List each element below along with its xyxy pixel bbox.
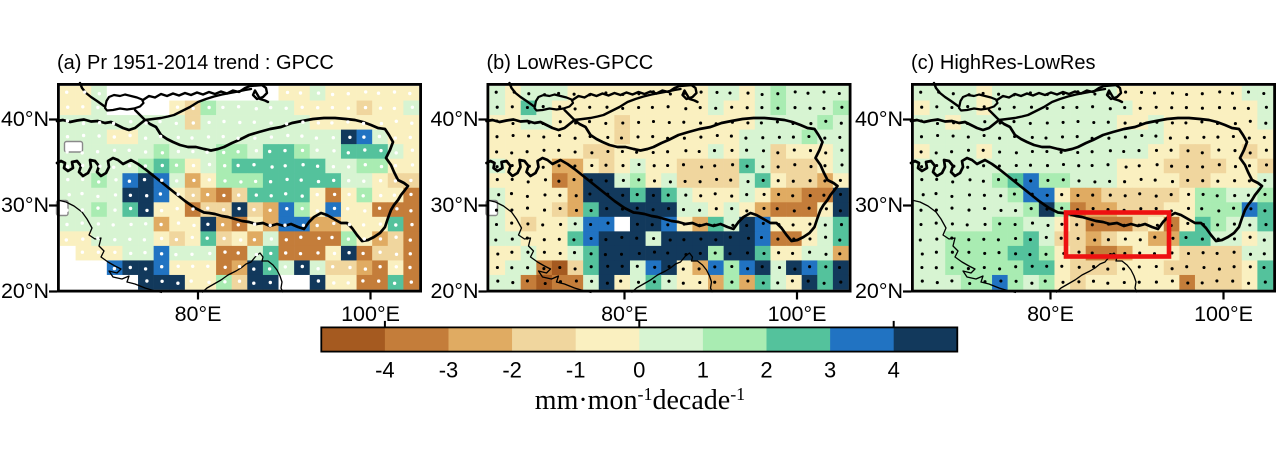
svg-text:-3: -3 [439, 358, 459, 383]
svg-text:(c) HighRes-LowRes: (c) HighRes-LowRes [911, 52, 1096, 74]
svg-text:(b) LowRes-GPCC: (b) LowRes-GPCC [487, 52, 654, 74]
svg-text:40°N: 40°N [1, 107, 49, 131]
svg-text:100°E: 100°E [1194, 302, 1253, 326]
svg-text:-2: -2 [502, 358, 522, 383]
svg-text:-1: -1 [566, 358, 586, 383]
svg-text:20°N: 20°N [1, 279, 49, 303]
svg-text:4: 4 [888, 358, 900, 383]
svg-text:2: 2 [760, 358, 772, 383]
svg-text:40°N: 40°N [430, 107, 478, 131]
svg-text:80°E: 80°E [1027, 302, 1074, 326]
svg-text:30°N: 30°N [855, 193, 903, 217]
svg-text:1: 1 [697, 358, 709, 383]
svg-text:20°N: 20°N [855, 279, 903, 303]
svg-text:80°E: 80°E [601, 302, 648, 326]
svg-text:20°N: 20°N [430, 279, 478, 303]
svg-text:-4: -4 [375, 358, 395, 383]
svg-text:30°N: 30°N [430, 193, 478, 217]
svg-text:40°N: 40°N [855, 107, 903, 131]
svg-text:80°E: 80°E [175, 302, 222, 326]
svg-text:(a) Pr 1951-2014 trend : GPCC: (a) Pr 1951-2014 trend : GPCC [57, 52, 334, 74]
svg-text:100°E: 100°E [768, 302, 827, 326]
svg-text:30°N: 30°N [1, 193, 49, 217]
svg-text:3: 3 [824, 358, 836, 383]
svg-text:0: 0 [633, 358, 645, 383]
svg-text:100°E: 100°E [341, 302, 400, 326]
